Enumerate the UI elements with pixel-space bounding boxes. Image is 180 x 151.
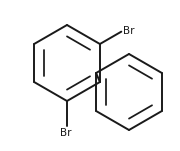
Text: Br: Br <box>123 26 135 36</box>
Text: Br: Br <box>60 128 71 138</box>
